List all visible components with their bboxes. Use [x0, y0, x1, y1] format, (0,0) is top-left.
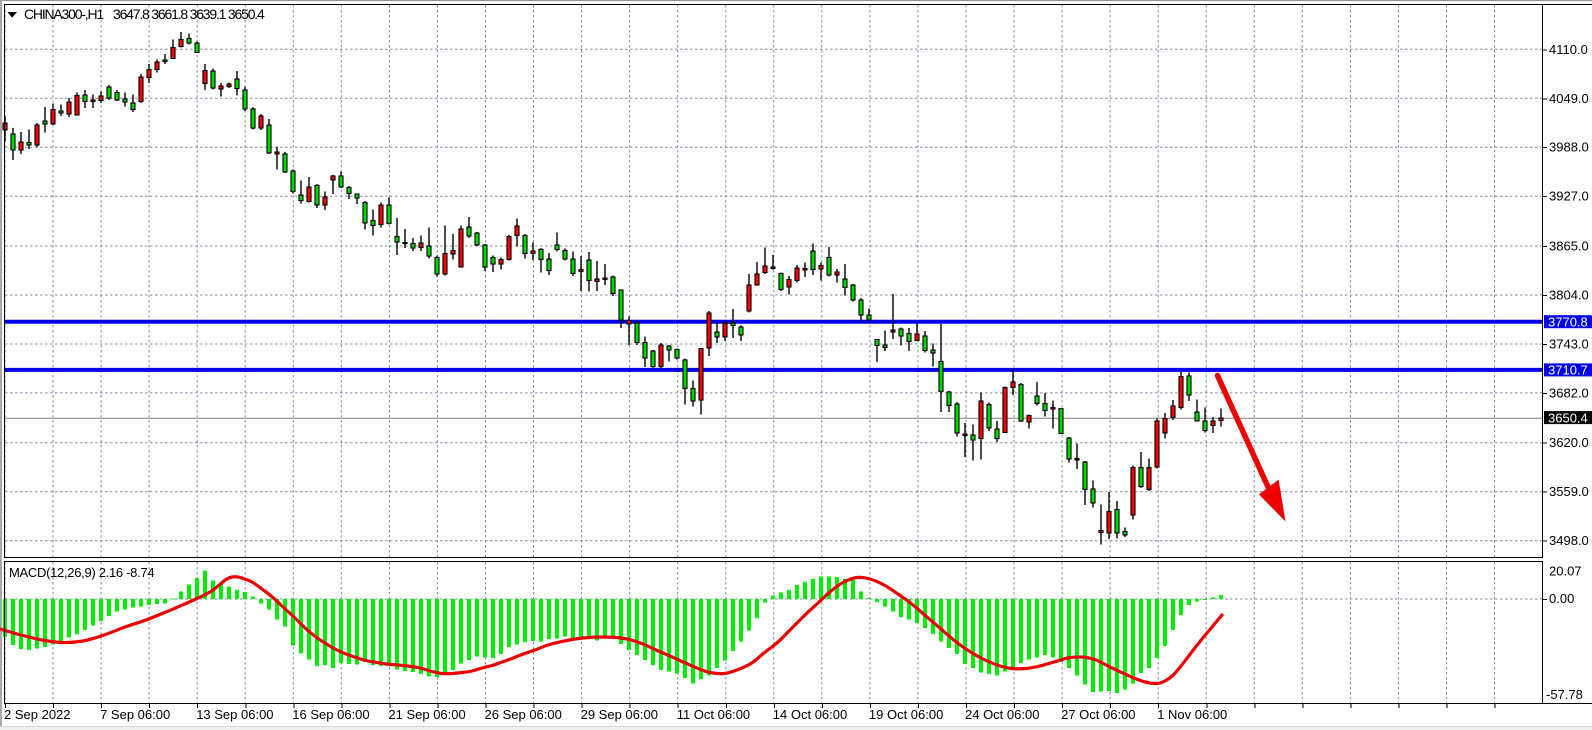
- svg-text:19 Oct 06:00: 19 Oct 06:00: [869, 707, 943, 722]
- svg-text:3559.0: 3559.0: [1549, 484, 1589, 499]
- svg-text:CHINA300-,H1: CHINA300-,H1: [24, 6, 104, 22]
- svg-text:3647.8 3661.8 3639.1 3650.4: 3647.8 3661.8 3639.1 3650.4: [113, 6, 265, 22]
- svg-text:3498.0: 3498.0: [1549, 533, 1589, 548]
- svg-text:20.07: 20.07: [1549, 564, 1582, 579]
- svg-text:3682.0: 3682.0: [1549, 385, 1589, 400]
- svg-text:1 Nov 06:00: 1 Nov 06:00: [1157, 707, 1227, 722]
- svg-text:14 Oct 06:00: 14 Oct 06:00: [773, 707, 847, 722]
- svg-text:29 Sep 06:00: 29 Sep 06:00: [581, 707, 658, 722]
- svg-text:7 Sep 06:00: 7 Sep 06:00: [100, 707, 170, 722]
- svg-text:11 Oct 06:00: 11 Oct 06:00: [677, 707, 750, 722]
- svg-text:3988.0: 3988.0: [1549, 140, 1589, 155]
- svg-text:3620.0: 3620.0: [1549, 435, 1589, 450]
- svg-text:21 Sep 06:00: 21 Sep 06:00: [388, 707, 465, 722]
- svg-text:-57.78: -57.78: [1546, 687, 1583, 702]
- svg-text:24 Oct 06:00: 24 Oct 06:00: [965, 707, 1039, 722]
- svg-text:2 Sep 2022: 2 Sep 2022: [4, 707, 71, 722]
- svg-text:27 Oct 06:00: 27 Oct 06:00: [1061, 707, 1135, 722]
- svg-text:0.00: 0.00: [1549, 591, 1574, 606]
- svg-text:4049.0: 4049.0: [1549, 91, 1589, 106]
- svg-text:3770.8: 3770.8: [1548, 315, 1588, 330]
- svg-text:3804.0: 3804.0: [1549, 288, 1589, 303]
- svg-text:MACD(12,26,9) 2.16 -8.74: MACD(12,26,9) 2.16 -8.74: [9, 565, 154, 580]
- svg-text:3743.0: 3743.0: [1549, 337, 1589, 352]
- svg-text:16 Sep 06:00: 16 Sep 06:00: [292, 707, 369, 722]
- svg-text:4110.0: 4110.0: [1549, 42, 1588, 57]
- svg-text:3927.0: 3927.0: [1549, 189, 1589, 204]
- svg-text:3650.4: 3650.4: [1548, 410, 1588, 425]
- svg-text:3710.7: 3710.7: [1548, 363, 1588, 378]
- svg-text:13 Sep 06:00: 13 Sep 06:00: [196, 707, 273, 722]
- svg-text:3865.0: 3865.0: [1549, 239, 1589, 254]
- svg-text:26 Sep 06:00: 26 Sep 06:00: [485, 707, 562, 722]
